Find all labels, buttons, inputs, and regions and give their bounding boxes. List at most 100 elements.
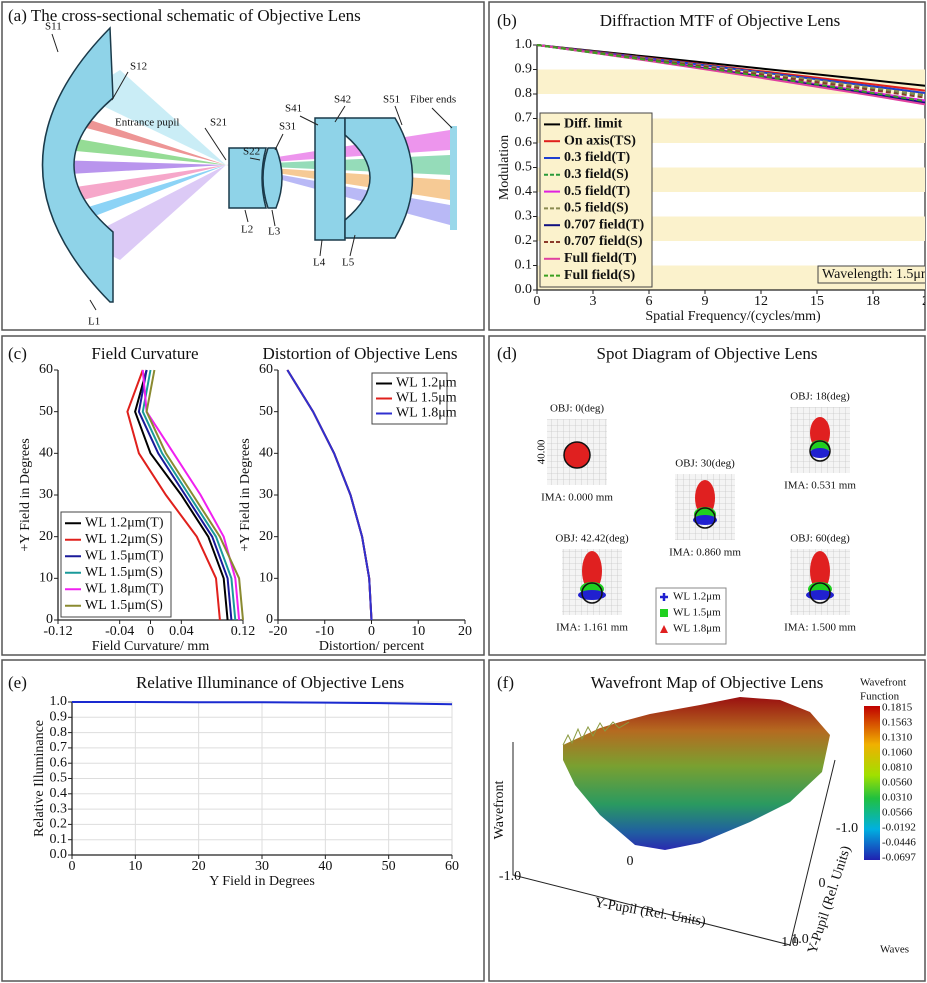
airy-disk: [694, 507, 716, 529]
legend-label: WL 1.5μm(S): [85, 598, 163, 613]
chart-title: Field Curvature: [91, 344, 198, 363]
y-tick-label: 0.4: [50, 786, 68, 801]
series-line: [141, 369, 237, 621]
series-line: [134, 369, 229, 621]
x-tick-label: -0.04: [105, 624, 134, 639]
panel-frame: [1, 659, 485, 982]
surface-edge: [562, 721, 630, 746]
field-label: OBJ: 18(deg): [790, 391, 850, 403]
y-tick-label: 40: [39, 446, 53, 461]
image-height: IMA: 0.860 mm: [669, 547, 741, 559]
y-tick-label: 0.2: [50, 817, 68, 832]
legend-label: 0.3 field(S): [564, 167, 629, 182]
colorbar-title: Wavefront: [860, 677, 906, 689]
annotation: Wavelength: 1.5μm: [822, 267, 927, 282]
chart-title: Relative Illuminance of Objective Lens: [136, 673, 404, 692]
y-tick-label: 0.7: [515, 111, 533, 126]
y-axis-label: +Y Field in Degrees: [18, 438, 33, 552]
field-label: OBJ: 30(deg): [675, 458, 735, 470]
series-line: [286, 369, 373, 621]
y-tick-label: 0: [266, 612, 273, 627]
panel-label: (f): [497, 673, 514, 692]
legend-label: WL 1.2μm: [396, 376, 457, 391]
surface-label: S22: [243, 146, 260, 158]
surface-label: S42: [334, 94, 351, 106]
legend-label: WL 1.5μm: [673, 607, 721, 619]
x-axis-label: Spatial Frequency/(cycles/mm): [645, 309, 821, 324]
colorbar-tick: 0.1310: [882, 732, 913, 744]
panel-frame: [1, 1, 485, 331]
legend-box: [60, 511, 172, 618]
legend-label: WL 1.8μm: [673, 623, 721, 635]
legend-label: WL 1.5μm: [396, 391, 457, 406]
axis-label: Y-Pupil (Rel. Units): [805, 844, 854, 956]
fiber-ends: [450, 126, 457, 230]
lens-l3: [262, 147, 283, 209]
surface-label: S12: [130, 61, 147, 73]
legend-marker: [660, 625, 668, 633]
colorbar-tick: 0.0310: [882, 792, 913, 804]
annotation: Fiber ends: [410, 94, 456, 106]
series-line: [145, 369, 244, 621]
colorbar: [864, 706, 880, 860]
axis: [277, 370, 465, 621]
y-tick-label: 0.4: [515, 184, 533, 199]
y-tick-label: 60: [39, 362, 53, 377]
surface-label: S41: [285, 103, 302, 115]
panel-label: (c): [8, 344, 27, 363]
x-tick-label: 0: [69, 859, 76, 874]
x-tick-label: 18: [866, 294, 880, 309]
x-tick-label: 3: [590, 294, 597, 309]
y-tick-label: 0.9: [50, 710, 68, 725]
chart: (c) Field Curvature 0 10 20 30 40 50 60 -0.12 -0.0…: [8, 344, 255, 654]
tick-label: -1.0: [836, 821, 858, 836]
axis: [512, 742, 836, 946]
y-tick-label: 0.1: [515, 258, 533, 273]
chart: Distortion of Objective Lens 0 10 20 30 40 50 6…: [238, 344, 472, 654]
x-axis-label: Distortion/ percent: [319, 639, 424, 654]
legend-label: WL 1.8μm: [396, 406, 457, 421]
legend-label: Full field(S): [564, 268, 636, 283]
spot-blue: [806, 590, 834, 600]
panel-label: (b): [497, 11, 517, 30]
lens-l2: [228, 147, 267, 209]
spot-red: [695, 480, 715, 516]
spot-blue: [693, 515, 717, 525]
legend-label: On axis(TS): [564, 133, 636, 148]
colorbar-tick: 0.1563: [882, 717, 913, 729]
lens-label: L1: [88, 316, 100, 328]
x-tick-label: 40: [318, 859, 332, 874]
lens-l1: [41, 26, 114, 303]
annotation: Entrance pupil: [115, 117, 179, 129]
field-label: OBJ: 0(deg): [550, 403, 604, 415]
y-axis-label: +Y Field in Degrees: [238, 438, 253, 552]
x-tick-label: 9: [702, 294, 709, 309]
y-axis-label: Relative Illuminance: [32, 720, 47, 837]
x-tick-label: 6: [646, 294, 653, 309]
x-axis-label: Field Curvature/ mm: [92, 639, 210, 654]
colorbar-tick: 0.1815: [882, 702, 913, 714]
legend-label: Full field(T): [564, 251, 637, 266]
x-tick-label: 20: [192, 859, 206, 874]
y-tick-label: 30: [259, 487, 273, 502]
image-height: IMA: 1.161 mm: [556, 622, 628, 634]
chart-title: Diffraction MTF of Objective Lens: [600, 11, 840, 30]
lens-label: L3: [268, 226, 281, 238]
legend-label: WL 1.5μm(S): [85, 565, 163, 580]
wavefront-map: (f) Wavefront Map of Objective Lens Wave…: [492, 673, 916, 956]
y-tick-label: 20: [39, 529, 53, 544]
panel-frame: [1, 335, 485, 656]
tick-label: 0: [819, 876, 826, 891]
x-tick-label: 0: [147, 624, 154, 639]
legend-label: WL 1.2μm: [673, 591, 721, 603]
y-tick-label: 0.5: [515, 160, 533, 175]
panel-frame: [488, 659, 926, 982]
surface-label: S51: [383, 94, 400, 106]
colorbar-ticks: 0.1815 0.1563 0.1310 0.1060 0.0810 0.0560 0.03…: [882, 702, 916, 864]
y-tick-label: 50: [39, 404, 53, 419]
x-tick-label: 50: [382, 859, 396, 874]
tick-label: 0: [627, 854, 634, 869]
panel-title: Wavefront Map of Objective Lens: [591, 673, 824, 692]
legend-marker: [660, 609, 668, 617]
